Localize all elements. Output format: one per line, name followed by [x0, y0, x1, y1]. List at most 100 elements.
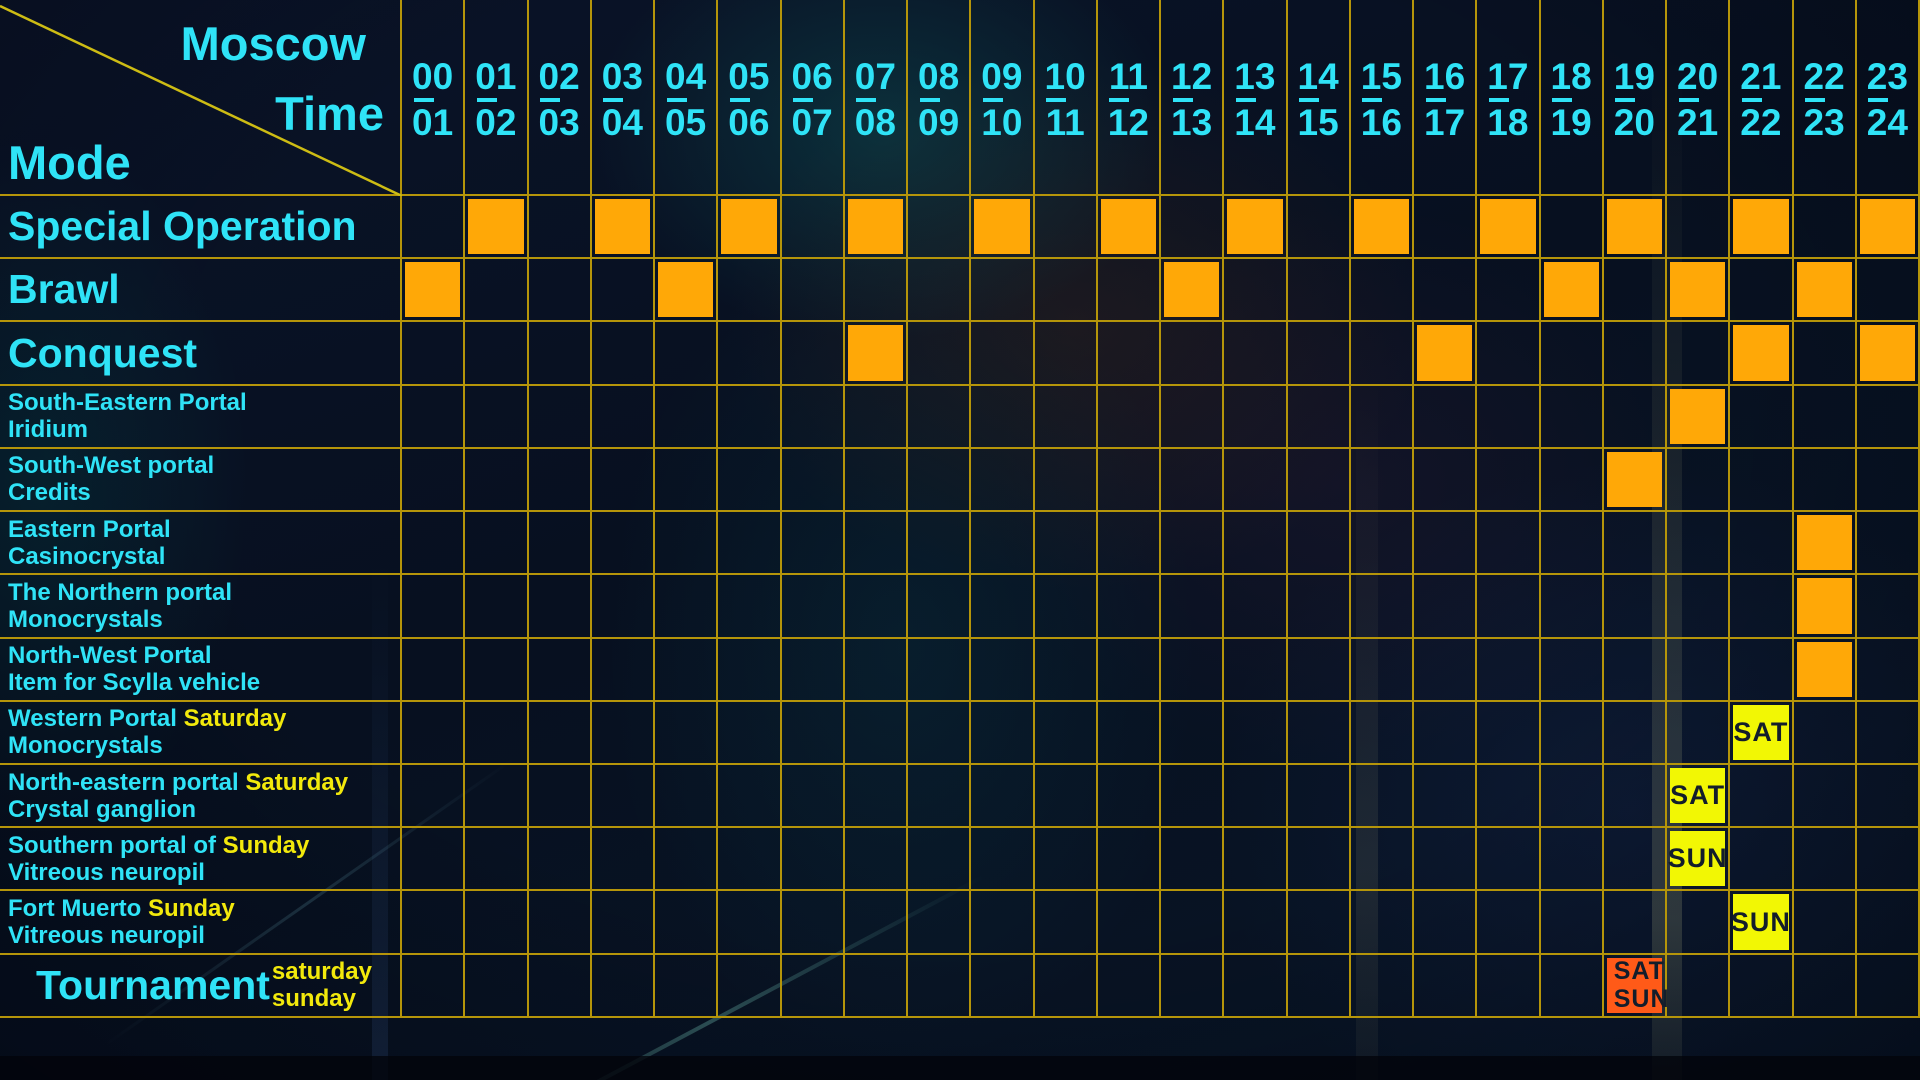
schedule-cell-tournament-col7	[844, 954, 908, 1018]
portal-name: North-eastern portal Saturday	[8, 769, 400, 796]
time-separator-dash	[413, 98, 434, 102]
time-separator-dash	[1235, 98, 1256, 102]
schedule-cell-north-eastern-portal-col13	[1224, 764, 1288, 829]
time-end-label: 22	[1740, 102, 1782, 143]
schedule-cell-conquest-col0	[402, 322, 466, 386]
label-segment: Western Portal	[8, 705, 184, 733]
schedule-cell-western-portal-col5	[718, 701, 782, 765]
schedule-cell-south-west-portal-col17	[1477, 448, 1541, 513]
active-block	[594, 199, 650, 255]
schedule-cell-fort-muerto-col22	[1793, 891, 1857, 955]
schedule-cell-conquest-col5	[718, 322, 782, 386]
schedule-cell-north-west-portal-col21	[1730, 638, 1794, 702]
portal-reward: Crystal ganglion	[8, 796, 400, 823]
schedule-cell-south-west-portal-col19	[1603, 448, 1667, 513]
schedule-cell-fort-muerto-col6	[781, 891, 845, 955]
label-segment: Item for Scylla vehicle	[8, 669, 261, 697]
schedule-cell-southern-portal-col6	[781, 828, 845, 892]
time-column-header-00-01: 00 01	[402, 0, 466, 196]
schedule-cell-the-northern-portal-col17	[1477, 575, 1541, 639]
schedule-cell-western-portal-col12	[1161, 701, 1225, 765]
schedule-cell-special-operation-col11	[1097, 196, 1161, 260]
label-segment: Eastern Portal	[8, 515, 171, 543]
schedule-cell-north-eastern-portal-col22	[1793, 764, 1857, 829]
schedule-cell-tournament-col20	[1667, 954, 1731, 1018]
active-block	[1733, 325, 1789, 381]
time-start-label: 14	[1297, 55, 1339, 97]
schedule-cell-north-eastern-portal-col10	[1034, 764, 1098, 829]
label-segment: Vitreous neuropil	[8, 858, 205, 886]
schedule-cell-north-west-portal-col2	[528, 638, 592, 702]
schedule-cell-fort-muerto-col2	[528, 891, 592, 955]
schedule-cell-north-west-portal-col8	[908, 638, 972, 702]
time-end-label: 07	[791, 102, 833, 143]
time-separator-dash	[1488, 98, 1509, 102]
tournament-day: saturday	[271, 958, 372, 986]
time-end-label: 18	[1487, 102, 1529, 143]
schedule-cell-fort-muerto-col19	[1603, 891, 1667, 955]
schedule-cell-western-portal-col7	[844, 701, 908, 765]
time-separator-dash	[1552, 98, 1573, 102]
schedule-cell-south-eastern-portal-col15	[1350, 385, 1414, 449]
time-separator-dash	[1868, 98, 1889, 102]
active-block	[1606, 451, 1662, 508]
schedule-cell-the-northern-portal-col7	[844, 575, 908, 639]
schedule-cell-north-west-portal-col4	[655, 638, 719, 702]
schedule-cell-southern-portal-col3	[591, 828, 655, 892]
active-block	[658, 262, 714, 318]
time-column-header-04-05: 04 05	[655, 0, 719, 196]
schedule-cell-tournament-col22	[1793, 954, 1857, 1018]
schedule-cell-the-northern-portal-col3	[591, 575, 655, 639]
active-block	[405, 262, 461, 318]
schedule-cell-eastern-portal-col5	[718, 512, 782, 576]
label-segment: Monocrystals	[8, 732, 163, 760]
portal-name: The Northern portal	[8, 579, 400, 606]
schedule-cell-fort-muerto-col4	[655, 891, 719, 955]
schedule-cell-north-west-portal-col18	[1540, 638, 1604, 702]
schedule-cell-tournament-col3	[591, 954, 655, 1018]
schedule-cell-north-west-portal-col20	[1667, 638, 1731, 702]
schedule-cell-conquest-col1	[465, 322, 529, 386]
active-block	[1859, 199, 1915, 255]
schedule-cell-tournament-col4	[655, 954, 719, 1018]
schedule-cell-the-northern-portal-col8	[908, 575, 972, 639]
schedule-cell-the-northern-portal-col2	[528, 575, 592, 639]
time-end-label: 05	[665, 102, 707, 143]
schedule-cell-southern-portal-col19	[1603, 828, 1667, 892]
schedule-cell-western-portal-col22	[1793, 701, 1857, 765]
time-separator-dash	[1805, 98, 1826, 102]
portal-name: South-Eastern Portal	[8, 389, 400, 416]
time-column-header-12-13: 12 13	[1161, 0, 1225, 196]
schedule-cell-conquest-col18	[1540, 322, 1604, 386]
time-column-header-11-12: 11 12	[1097, 0, 1161, 196]
schedule-cell-special-operation-col2	[528, 196, 592, 260]
schedule-cell-eastern-portal-col3	[591, 512, 655, 576]
time-start-label: 00	[412, 55, 454, 97]
active-block	[468, 199, 524, 255]
schedule-cell-eastern-portal-col11	[1097, 512, 1161, 576]
schedule-cell-south-eastern-portal-col10	[1034, 385, 1098, 449]
schedule-cell-western-portal-col15	[1350, 701, 1414, 765]
time-end-label: 21	[1677, 102, 1719, 143]
schedule-cell-eastern-portal-col17	[1477, 512, 1541, 576]
schedule-cell-tournament-col1	[465, 954, 529, 1018]
schedule-cell-south-west-portal-col3	[591, 448, 655, 513]
time-start-label: 15	[1360, 55, 1402, 97]
time-column-header-07-08: 07 08	[844, 0, 908, 196]
header-title-time: Time	[275, 87, 384, 140]
schedule-cell-north-eastern-portal-col6	[781, 764, 845, 829]
schedule-cell-south-eastern-portal-col6	[781, 385, 845, 449]
schedule-cell-conquest-col23	[1856, 322, 1920, 386]
schedule-cell-conquest-col6	[781, 322, 845, 386]
schedule-cell-southern-portal-col20: SUN	[1667, 828, 1731, 892]
label-segment: Vitreous neuropil	[8, 922, 205, 950]
schedule-cell-south-eastern-portal-col12	[1161, 385, 1225, 449]
schedule-cell-conquest-col14	[1287, 322, 1351, 386]
active-block	[1543, 262, 1599, 318]
schedule-cell-special-operation-col20	[1667, 196, 1731, 260]
schedule-cell-north-eastern-portal-col17	[1477, 764, 1541, 829]
time-separator-dash	[603, 98, 624, 102]
schedule-cell-fort-muerto-col23	[1856, 891, 1920, 955]
row-label-the-northern-portal: The Northern portal Monocrystals	[0, 575, 402, 639]
